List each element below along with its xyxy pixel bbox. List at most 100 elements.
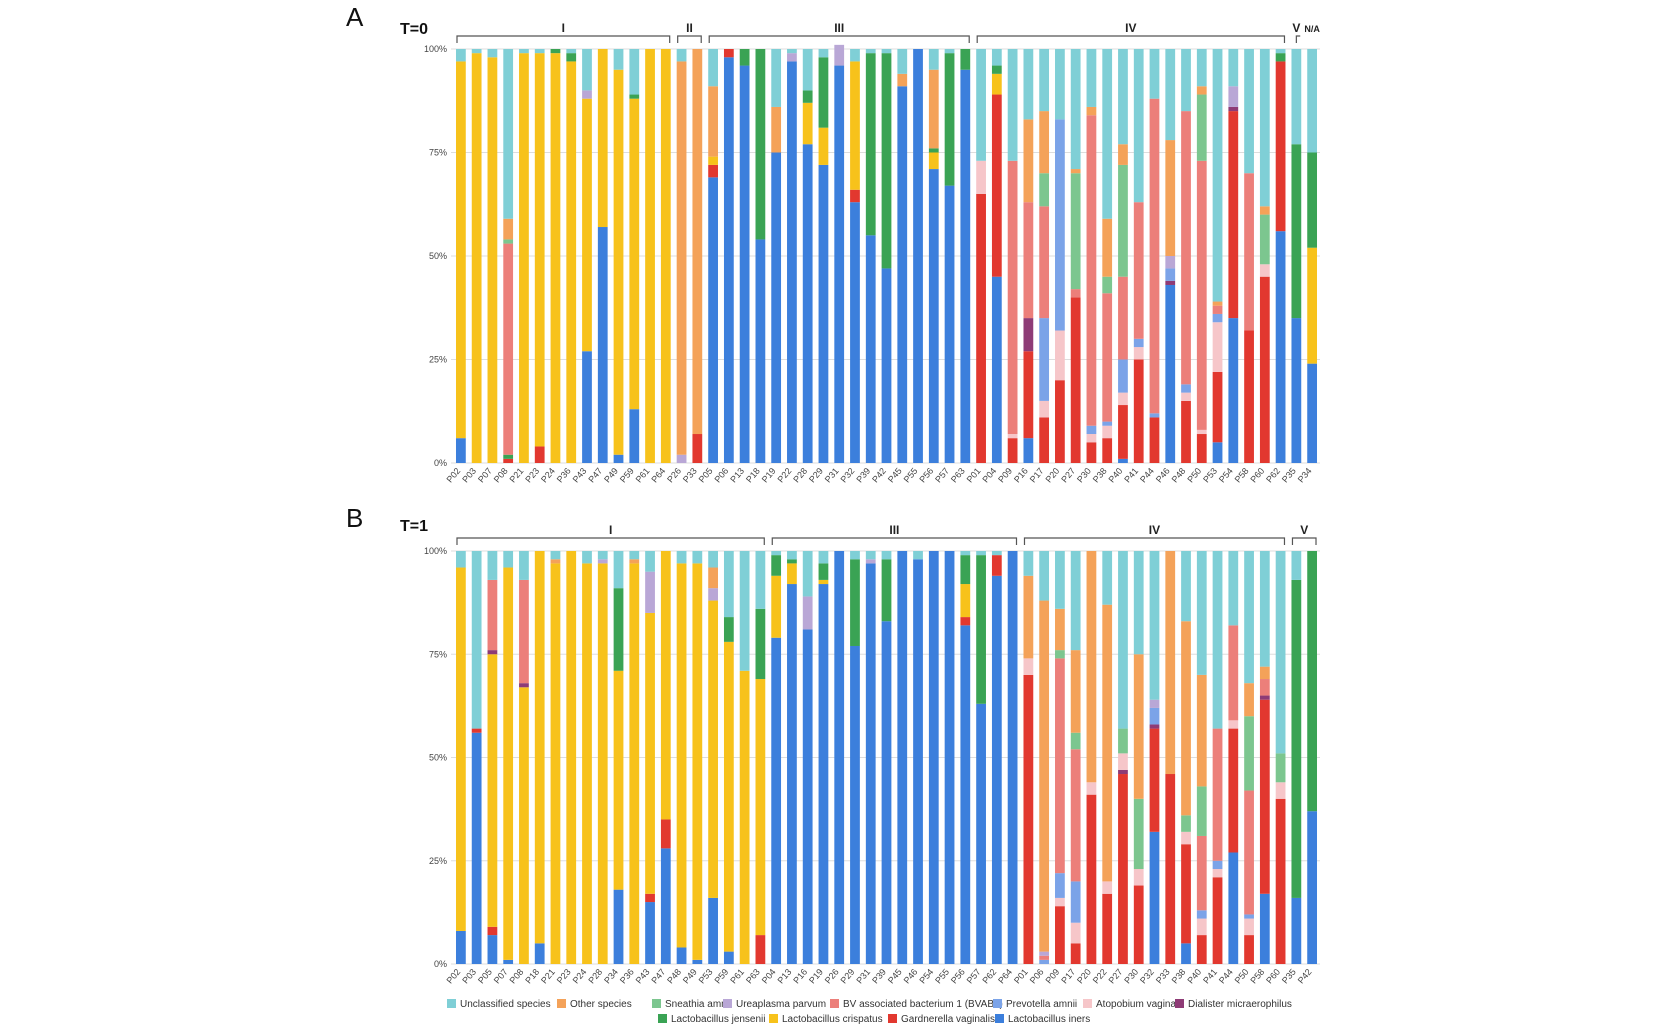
panel-a-bar-segment-jensenii	[818, 57, 829, 128]
panel-a-bar-segment-crispatus	[802, 102, 813, 145]
panel-b-x-tick-label: P62	[980, 967, 998, 986]
panel-a-bar-segment-unclassified	[818, 49, 829, 58]
panel-b-bar-segment-iners	[897, 551, 908, 964]
legend-swatch-other	[557, 999, 566, 1008]
panel-b-bar-segment-sneathia	[1244, 716, 1254, 791]
panel-b-bar-segment-bvab1	[1228, 625, 1239, 721]
panel-a-bar-segment-iners	[1165, 284, 1176, 463]
panel-a-ytick-label: 0%	[434, 458, 447, 468]
panel-b-bar-segment-unclassified	[865, 551, 876, 560]
panel-b-bar-segment-ureaplasma	[1039, 951, 1050, 956]
panel-b-bar-segment-other	[1181, 621, 1191, 816]
panel-b-bar-segment-bvab1	[1196, 835, 1207, 911]
panel-a-bar-segment-unclassified	[850, 49, 860, 62]
panel-a-group-bracket	[708, 35, 970, 43]
panel-a-x-tick-label: P23	[523, 466, 541, 485]
panel-a-bar-segment-sneathia	[1070, 173, 1081, 290]
panel-b-bar-segment-crispatus	[503, 567, 514, 960]
legend-label-crispatus: Lactobacillus crispatus	[782, 1014, 883, 1025]
panel-b-bar-segment-dialister	[1118, 769, 1128, 775]
panel-b-bar-segment-jensenii	[613, 588, 624, 671]
panel-b-letter: B	[346, 503, 363, 533]
panel-b-bar-segment-crispatus	[629, 563, 640, 964]
panel-a-x-tick-label: P04	[980, 466, 998, 485]
panel-b-bar-segment-unclassified	[503, 551, 514, 568]
panel-a-bar-segment-jensenii	[928, 148, 939, 153]
panel-b-bar-segment-unclassified	[1133, 551, 1144, 655]
panel-a-bar-segment-jensenii	[991, 65, 1002, 74]
panel-b-bar-segment-gardnerella	[1165, 774, 1176, 964]
panel-a-x-tick-label: P49	[602, 466, 620, 485]
panel-a-bar-segment-gardnerella	[1023, 351, 1034, 439]
panel-b-bar-segment-iners	[802, 629, 813, 964]
panel-b-bar-segment-iners	[487, 935, 498, 964]
panel-a-bar-segment-jensenii	[802, 90, 813, 103]
panel-b-x-tick-label: P30	[1122, 967, 1140, 986]
panel-a-bar-segment-ureaplasma	[1165, 256, 1176, 269]
panel-b-time-label: T=1	[400, 518, 428, 535]
panel-b-x-tick-label: P41	[1201, 967, 1219, 986]
panel-a-x-tick-label: P29	[807, 466, 825, 485]
panel-a-bar-segment-jensenii	[1291, 144, 1302, 319]
panel-a-x-tick-label: P03	[460, 466, 478, 485]
panel-b-bar-segment-unclassified	[550, 551, 561, 560]
panel-a-bar-segment-unclassified	[534, 49, 545, 54]
panel-b-x-tick-label: P55	[933, 967, 951, 986]
panel-b-bar-segment-iners	[455, 930, 466, 964]
legend-label-ureaplasma: Ureaplasma parvum	[736, 999, 826, 1010]
panel-b-bar-segment-dialister	[487, 650, 498, 655]
panel-a-bar-segment-other	[771, 106, 782, 153]
panel-a-bar-segment-other	[708, 86, 718, 157]
panel-b-bar-segment-gardnerella	[1055, 906, 1065, 964]
panel-b-x-tick-label: P60	[1264, 967, 1282, 986]
panel-a-bar-segment-unclassified	[1259, 49, 1270, 207]
panel-a-bar-segment-prevotella	[1149, 413, 1160, 418]
panel-b-bar-segment-unclassified	[1275, 551, 1286, 754]
panel-b-bar-segment-crispatus	[534, 551, 545, 944]
panel-b-bar-segment-sneathia	[1070, 732, 1081, 750]
panel-a-bar-segment-jensenii	[503, 454, 514, 459]
panel-b-x-tick-label: P38	[1170, 967, 1188, 986]
panel-b-bar-segment-crispatus	[613, 670, 624, 890]
panel-b-bar-segment-unclassified	[487, 551, 498, 580]
panel-a-bar-segment-prevotella	[1118, 359, 1128, 393]
panel-a-x-tick-label: P13	[728, 466, 746, 485]
panel-a-bar-segment-unclassified	[976, 49, 986, 161]
panel-a-bar-segment-jensenii	[865, 53, 876, 236]
panel-a-bar-segment-ureaplasma	[834, 44, 845, 66]
panel-b-bar-segment-iners	[818, 584, 829, 964]
panel-a-bar-segment-jensenii	[881, 53, 892, 269]
panel-b-bar-segment-gardnerella	[487, 926, 498, 936]
panel-a-bar-segment-prevotella	[1212, 313, 1223, 323]
panel-b-bar-segment-ureaplasma	[865, 559, 876, 564]
panel-b-bar-segment-other	[1039, 600, 1050, 952]
panel-a-bar-segment-iners	[850, 202, 860, 463]
panel-a-bar-segment-unclassified	[487, 49, 498, 58]
panel-a-bar-segment-atopobium	[1055, 330, 1065, 381]
panel-a-bar-segment-crispatus	[566, 61, 577, 464]
panel-b-bar-segment-atopobium	[1196, 918, 1207, 936]
panel-b-bar-segment-other	[1165, 551, 1176, 775]
panel-b-bar-segment-sneathia	[1118, 728, 1128, 754]
panel-a-bar-segment-iners	[1275, 231, 1286, 463]
legend-label-atopobium: Atopobium vaginae	[1096, 999, 1182, 1010]
panel-b-bar-segment-iners	[1228, 852, 1239, 964]
panel-a-x-tick-label: P24	[539, 466, 557, 485]
panel-b-bar-segment-prevotella	[1055, 873, 1065, 898]
panel-b-x-tick-label: P21	[539, 967, 557, 986]
panel-a-x-tick-label: P54	[1217, 466, 1235, 485]
panel-a-bar-segment-unclassified	[613, 49, 624, 70]
legend: Unclassified species Other species Sneathi…	[447, 999, 1292, 1025]
panel-b-bar-segment-unclassified	[1039, 551, 1050, 601]
panel-b-bar-segment-other	[1055, 608, 1065, 651]
panel-a-bar-segment-other	[1118, 144, 1128, 165]
panel-b-bar-segment-crispatus	[660, 551, 671, 820]
panel-b-x-tick-label: P50	[1233, 967, 1251, 986]
panel-a-x-tick-label: P22	[775, 466, 793, 485]
panel-a-ytick-label: 50%	[429, 251, 447, 261]
panel-b-bar-segment-iners	[850, 645, 860, 964]
legend-swatch-jensenii	[658, 1014, 667, 1023]
panel-a-bar-segment-gardnerella	[850, 189, 860, 203]
panel-b-x-tick-label: P20	[1075, 967, 1093, 986]
